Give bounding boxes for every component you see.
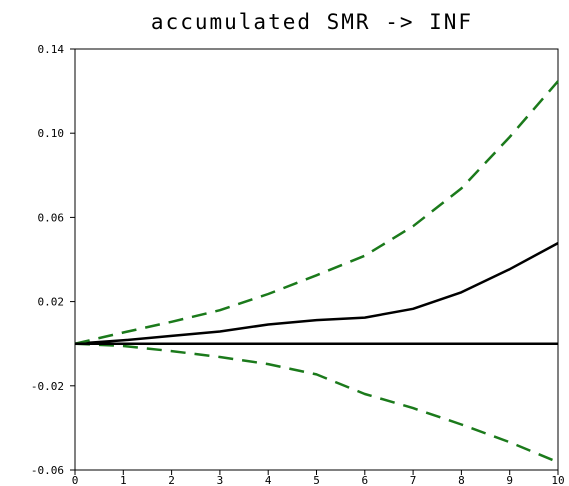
x-tick-label: 5 (313, 474, 320, 486)
response-line (74, 242, 559, 345)
x-tick-label: 7 (410, 474, 417, 486)
y-axis: 0.14 0.10 0.06 0.02 -0.02 -0.06 (31, 43, 75, 477)
y-tick-label: -0.06 (31, 464, 64, 477)
lower-band-line (74, 342, 559, 464)
series-group (74, 80, 559, 464)
x-axis: 0 1 2 3 4 5 6 7 8 9 10 (72, 470, 565, 486)
x-tick-label: 8 (458, 474, 465, 486)
y-tick-label: 0.02 (38, 296, 65, 309)
x-tick-label: 2 (168, 474, 175, 486)
y-tick-label: -0.02 (31, 380, 64, 393)
x-tick-label: 10 (551, 474, 564, 486)
x-tick-label: 6 (361, 474, 368, 486)
y-tick-label: 0.10 (38, 127, 65, 140)
x-tick-label: 9 (506, 474, 513, 486)
x-tick-label: 0 (72, 474, 79, 486)
chart-title: accumulated SMR -> INF (151, 10, 473, 34)
x-tick-label: 1 (120, 474, 127, 486)
y-tick-label: 0.14 (38, 43, 65, 56)
x-tick-label: 4 (265, 474, 272, 486)
x-tick-label: 3 (217, 474, 224, 486)
plot-frame (74, 48, 559, 471)
upper-band-line (74, 80, 559, 345)
y-tick-label: 0.06 (38, 211, 65, 224)
